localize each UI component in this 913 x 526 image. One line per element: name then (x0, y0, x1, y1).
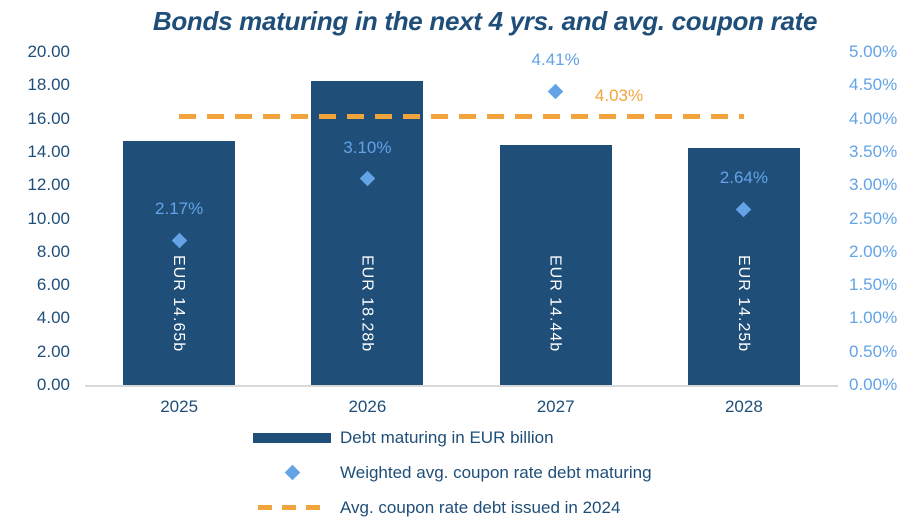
bar-data-label: EUR 14.25b (734, 255, 752, 353)
coupon-data-label: 3.10% (343, 137, 392, 157)
bar-data-label: EUR 18.28b (358, 255, 376, 353)
bar-2028 (687, 147, 800, 385)
y-axis-right-tick-label: 0.50% (849, 341, 898, 361)
legend-item-coupon-rate-maturing: Weighted avg. coupon rate debt maturing (253, 455, 723, 490)
legend-label: Debt maturing in EUR billion (340, 427, 554, 447)
bar-2026 (311, 80, 424, 385)
bar-data-label: EUR 14.44b (546, 255, 564, 353)
y-axis-left-tick-label: 18.00 (27, 75, 70, 95)
y-axis-right-tick-label: 4.50% (849, 75, 898, 95)
legend-label: Avg. coupon rate debt issued in 2024 (340, 497, 621, 517)
x-category-label: 2027 (536, 397, 575, 416)
y-axis-left-tick-label: 6.00 (36, 275, 70, 295)
legend-item-debt-maturing: Debt maturing in EUR billion (253, 420, 723, 455)
y-axis-left-tick-label: 4.00 (36, 308, 70, 328)
legend: Debt maturing in EUR billion Weighted av… (253, 420, 723, 525)
diamond-marker-swatch (284, 464, 300, 481)
x-category-label: 2026 (348, 397, 387, 416)
y-axis-left-tick-label: 20.00 (27, 42, 70, 61)
y-axis-left-tick-label: 8.00 (36, 241, 70, 261)
legend-swatch-area (253, 505, 331, 510)
avg-coupon-line-label: 4.03% (594, 85, 644, 105)
bar-2027 (499, 144, 612, 385)
x-category-label: 2028 (724, 397, 763, 416)
y-axis-left-tick-label: 10.00 (27, 208, 70, 228)
y-axis-left-tick-label: 0.00 (36, 375, 70, 394)
plot-area: EUR 14.65b 2.17% EUR 18.28b 3.10% EUR 14.44b… (85, 50, 838, 387)
y-axis-right-tick-label: 2.00% (849, 241, 898, 261)
y-axis-right-tick-label: 4.00% (849, 108, 898, 128)
dashed-line-swatch (258, 505, 326, 510)
y-axis-right-tick-label: 2.50% (849, 208, 898, 228)
y-axis-right: 0.00% 0.50% 1.00% 1.50% 2.00% 2.50% 3.00% 3.50%… (849, 42, 911, 394)
y-axis-right-tick-label: 3.50% (849, 141, 898, 161)
coupon-data-label: 2.64% (719, 168, 768, 188)
y-axis-right-tick-label: 1.00% (849, 308, 898, 328)
bar-series-swatch (253, 432, 331, 443)
coupon-diamond-marker (547, 83, 564, 100)
x-category-label: 2025 (160, 397, 199, 416)
y-axis-left-tick-label: 14.00 (27, 141, 70, 161)
legend-label: Weighted avg. coupon rate debt maturing (340, 462, 652, 482)
coupon-data-label: 2.17% (155, 199, 204, 219)
legend-swatch-area (253, 432, 331, 443)
y-axis-left: 0.00 2.00 4.00 6.00 8.00 10.00 12.00 14.00 16.00… (0, 42, 70, 394)
bar-2025 (123, 141, 236, 385)
legend-swatch-area (253, 464, 331, 481)
y-axis-left-tick-label: 16.00 (27, 108, 70, 128)
y-axis-right-tick-label: 3.00% (849, 175, 898, 195)
y-axis-right-tick-label: 0.00% (849, 375, 898, 394)
chart-title: Bonds maturing in the next 4 yrs. and av… (152, 6, 818, 36)
y-axis-right-tick-label: 5.00% (849, 42, 898, 61)
x-axis: 2025 2026 2027 2028 (85, 392, 838, 418)
legend-item-coupon-rate-issued: Avg. coupon rate debt issued in 2024 (253, 490, 723, 525)
avg-coupon-dashed-line (179, 114, 744, 120)
y-axis-right-tick-label: 1.50% (849, 275, 898, 295)
y-axis-left-tick-label: 2.00 (36, 341, 70, 361)
y-axis-left-tick-label: 12.00 (27, 175, 70, 195)
coupon-data-label: 4.41% (531, 50, 580, 70)
bar-data-label: EUR 14.65b (170, 255, 188, 353)
